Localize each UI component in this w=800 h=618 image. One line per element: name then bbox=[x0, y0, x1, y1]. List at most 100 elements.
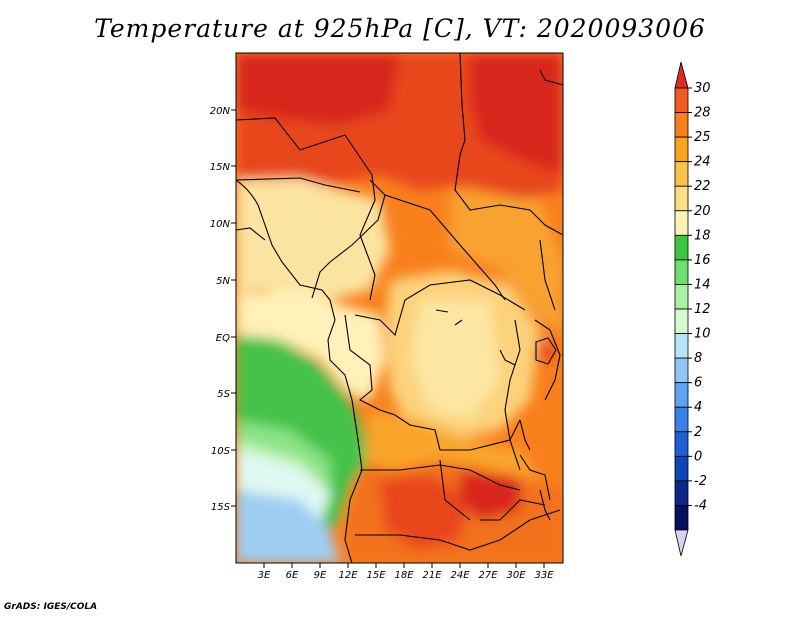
colorbar-box bbox=[674, 357, 689, 384]
colorbar-label: -2 bbox=[694, 474, 707, 489]
colorbar-label: 16 bbox=[694, 253, 711, 268]
field-mild-congo-core bbox=[410, 300, 500, 420]
border-niger-nigeria bbox=[236, 117, 376, 301]
colorbar-label: 10 bbox=[694, 327, 711, 342]
border-guinea bbox=[236, 227, 266, 241]
field-cold-southwest bbox=[236, 490, 340, 563]
longitude-labels: 3E 6E 9E 12E 15E 18E 21E 24E 27E 30E 33E bbox=[258, 570, 555, 581]
ticks bbox=[231, 109, 545, 568]
lon-label: 6E bbox=[286, 570, 299, 581]
border-chad-car bbox=[384, 194, 506, 301]
colorbar-bottom-arrow bbox=[674, 529, 689, 557]
lon-label: 30E bbox=[506, 570, 526, 581]
lon-label: 3E bbox=[258, 570, 271, 581]
borders bbox=[236, 53, 563, 563]
colorbar-box bbox=[674, 161, 689, 187]
border-car-congo bbox=[354, 279, 526, 337]
colorbar-label: 18 bbox=[694, 228, 711, 243]
coastline-west bbox=[236, 179, 363, 563]
colorbar-label: 25 bbox=[694, 130, 711, 145]
lat-label: 20N bbox=[210, 106, 231, 117]
field-hottest-northeast bbox=[470, 53, 563, 175]
colorbar-label: 28 bbox=[694, 106, 711, 121]
field-mild-coast bbox=[236, 290, 385, 400]
field-hotter-south bbox=[380, 475, 470, 550]
lat-label: 5N bbox=[216, 276, 230, 287]
lon-label: 9E bbox=[314, 570, 327, 581]
temperature-field bbox=[236, 53, 563, 563]
field-hottest-northwest bbox=[236, 53, 400, 125]
border-uganda-kenya bbox=[534, 319, 561, 401]
river-congo-2 bbox=[454, 319, 463, 326]
lon-label: 33E bbox=[534, 570, 554, 581]
colorbar-box bbox=[674, 382, 689, 408]
border-drc-angola bbox=[379, 409, 521, 451]
lat-label: 15S bbox=[211, 502, 231, 513]
colorbar-box bbox=[674, 87, 689, 113]
border-angola-zambia bbox=[360, 464, 521, 491]
border-egypt bbox=[539, 69, 563, 86]
lon-label: 21E bbox=[422, 570, 442, 581]
colorbar-box bbox=[674, 308, 689, 334]
colorbar-box bbox=[674, 455, 689, 482]
colorbar-label: 24 bbox=[694, 155, 711, 170]
colorbar-box bbox=[674, 259, 689, 285]
colorbar-label: 30 bbox=[694, 81, 711, 96]
colorbar-ticks bbox=[688, 87, 692, 506]
map-frame bbox=[235, 52, 564, 564]
border-chad-sudan bbox=[454, 53, 563, 236]
lat-label: EQ bbox=[216, 333, 230, 344]
lon-label: 27E bbox=[478, 570, 498, 581]
field-hot-lake-victoria bbox=[535, 342, 555, 362]
colorbar-box bbox=[674, 136, 689, 163]
chart-title: Temperature at 925hPa [C], VT: 202009300… bbox=[94, 14, 706, 43]
border-drc-east bbox=[504, 319, 521, 471]
colorbar-label: 22 bbox=[694, 179, 711, 194]
colorbar-box bbox=[674, 234, 689, 261]
colorbar-box bbox=[674, 333, 689, 359]
field-warm-east bbox=[450, 190, 563, 330]
colorbar-label: 8 bbox=[694, 351, 702, 366]
colorbar-box bbox=[674, 480, 689, 506]
field-warm-angola bbox=[365, 410, 540, 480]
colorbar-box bbox=[674, 185, 689, 212]
lake-tanganyika bbox=[519, 419, 531, 451]
lon-label: 12E bbox=[338, 570, 358, 581]
lat-label: 5S bbox=[217, 389, 230, 400]
colorbar-label: -4 bbox=[694, 498, 707, 513]
colorbar-box bbox=[674, 210, 689, 236]
border-zambia-south bbox=[439, 459, 471, 521]
colorbar-box bbox=[674, 431, 689, 457]
colorbar-box bbox=[674, 284, 689, 310]
lat-label: 10S bbox=[211, 446, 231, 457]
field-warm-sahel bbox=[236, 178, 390, 300]
lake-kivu bbox=[499, 349, 516, 366]
border-gabon-congo bbox=[344, 314, 381, 411]
colorbar-box bbox=[674, 112, 689, 138]
field-hottest-south bbox=[460, 470, 520, 520]
colorbar-box bbox=[674, 406, 689, 433]
colorbar-label: 4 bbox=[694, 400, 702, 415]
colorbar-box bbox=[674, 505, 689, 531]
colorbar-label: 2 bbox=[694, 425, 702, 440]
latitude-labels: 20N 15N 10N 5N EQ 5S 10S 15S bbox=[210, 106, 231, 513]
border-sahel bbox=[236, 177, 361, 193]
border-zimbabwe bbox=[480, 499, 546, 521]
colorbar-label: 14 bbox=[694, 277, 711, 292]
colorbar-top-arrow bbox=[674, 61, 689, 89]
lake-victoria bbox=[535, 337, 557, 365]
colorbar-label: 12 bbox=[694, 302, 711, 317]
colorbar-boxes bbox=[674, 87, 689, 531]
colorbar-label: 20 bbox=[694, 204, 711, 219]
credit-text: GrADS: IGES/COLA bbox=[4, 602, 98, 612]
lake-malawi bbox=[539, 489, 551, 521]
colorbar-label: 0 bbox=[694, 449, 702, 464]
lat-label: 10N bbox=[210, 219, 231, 230]
border-sudan-south bbox=[539, 239, 556, 311]
river-congo-1 bbox=[435, 309, 449, 313]
lon-label: 15E bbox=[366, 570, 386, 581]
border-namibia-botswana bbox=[355, 509, 561, 551]
